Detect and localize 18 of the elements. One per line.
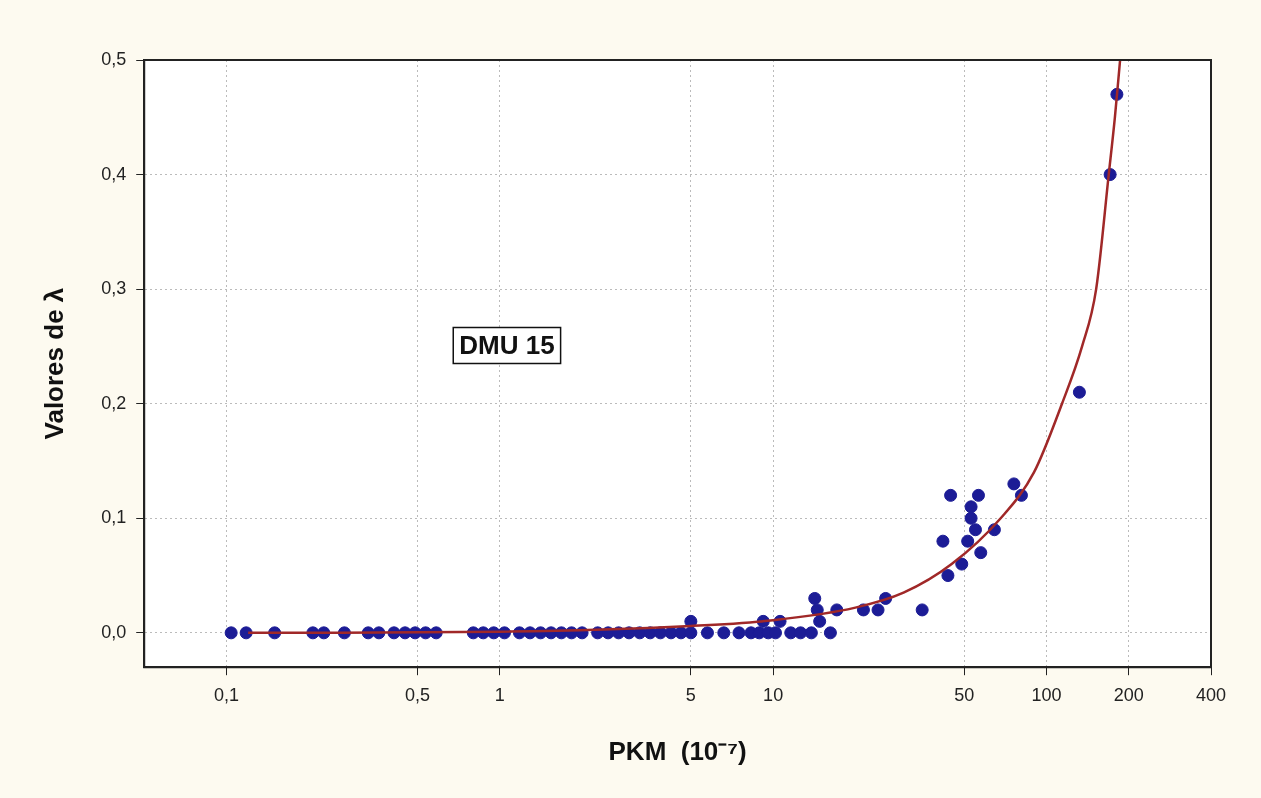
y-tick-label: 0,3 bbox=[101, 278, 127, 299]
y-tick-label: 0,2 bbox=[101, 392, 127, 413]
x-tick-label: 400 bbox=[1195, 684, 1227, 705]
x-tick-label: 5 bbox=[685, 684, 696, 705]
x-tick-label: 10 bbox=[763, 684, 784, 705]
annotation: DMU 15 bbox=[459, 329, 555, 360]
x-tick-label: 100 bbox=[1031, 684, 1062, 705]
x-tick-label: 200 bbox=[1113, 684, 1144, 705]
y-tick-label: 0,5 bbox=[101, 48, 127, 69]
x-tick-label: 0,1 bbox=[213, 684, 240, 705]
y-axis-title: Valores de λ bbox=[38, 287, 69, 440]
y-tick-label: 0,4 bbox=[101, 163, 127, 184]
y-tick-label: 0,1 bbox=[101, 507, 127, 528]
x-tick-label: 0,5 bbox=[405, 684, 431, 705]
x-tick-label: 1 bbox=[494, 684, 505, 705]
x-tick-label: 50 bbox=[954, 684, 975, 705]
y-tick-label: 0,0 bbox=[101, 621, 127, 642]
x-axis-title: PKM (10⁻⁷) bbox=[608, 735, 747, 766]
